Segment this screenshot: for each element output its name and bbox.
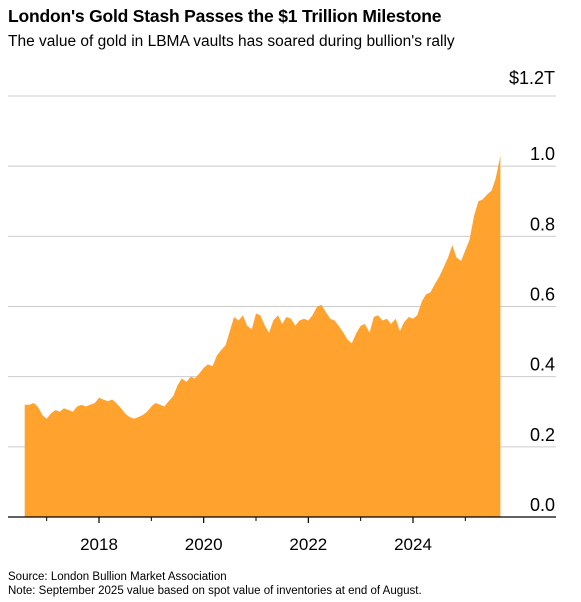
gold-value-area xyxy=(24,155,501,517)
y-tick-label-6: 0.0 xyxy=(530,495,555,515)
y-tick-label-3: 0.6 xyxy=(530,285,555,305)
x-tick-label-0: 2018 xyxy=(80,535,118,554)
y-tick-label-2: 0.8 xyxy=(530,214,555,234)
chart-title: London's Gold Stash Passes the $1 Trilli… xyxy=(8,6,442,26)
footnote: Note: September 2025 value based on spot… xyxy=(8,585,422,597)
x-tick-label-3: 2024 xyxy=(394,535,432,554)
y-tick-label-0: $1.2T xyxy=(509,68,555,88)
chart-subtitle: The value of gold in LBMA vaults has soa… xyxy=(8,33,455,50)
y-tick-label-1: 1.0 xyxy=(530,144,555,164)
y-tick-label-4: 0.4 xyxy=(530,355,555,375)
source-note: Source: London Bullion Market Associatio… xyxy=(8,571,227,583)
x-tick-label-2: 2022 xyxy=(289,535,327,554)
y-tick-label-5: 0.2 xyxy=(530,425,555,445)
x-tick-label-1: 2020 xyxy=(185,535,223,554)
